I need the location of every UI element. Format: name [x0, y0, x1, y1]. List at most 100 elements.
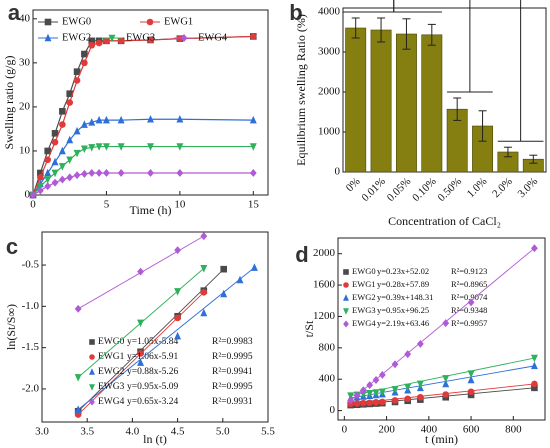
x-tick-label: 0 — [342, 424, 348, 436]
marker — [44, 33, 52, 42]
bar — [421, 34, 443, 173]
series-line — [32, 35, 254, 196]
marker — [73, 126, 81, 135]
marker — [174, 314, 181, 322]
marker — [95, 115, 103, 124]
marker — [51, 138, 59, 146]
y-tick-label: 30 — [19, 56, 31, 68]
x-axis-title: t (min) — [425, 432, 458, 446]
panel-letter: d — [295, 242, 308, 267]
marker — [147, 115, 154, 123]
x-tick-label: 5.5 — [261, 426, 275, 438]
y-tick-label: 0 — [335, 166, 341, 178]
x-tick-label: 3.0 — [35, 426, 49, 438]
x-tick-label: 0 — [30, 199, 36, 211]
marker — [467, 388, 475, 396]
marker — [44, 176, 52, 184]
legend-r2: R²=0.9931 — [212, 397, 253, 407]
legend-fit: y=1.06x-5.91 — [127, 352, 179, 362]
x-tick-label: 10 — [174, 199, 186, 211]
fit-line — [77, 267, 255, 410]
marker — [137, 319, 145, 328]
legend-label: EWG3 — [352, 305, 376, 315]
marker — [176, 143, 184, 151]
legend-r2: R²=0.9995 — [212, 382, 253, 392]
marker — [391, 386, 399, 394]
legend-r2: R²=0.9348 — [451, 305, 487, 315]
marker — [117, 115, 125, 124]
plot-frame — [342, 7, 547, 173]
bracket — [393, 0, 522, 142]
y-tick-label: 1600 — [313, 279, 336, 291]
marker — [36, 186, 44, 195]
marker — [74, 374, 82, 382]
series-line — [32, 35, 254, 196]
marker — [442, 319, 450, 328]
marker — [95, 169, 103, 177]
legend-label: EWG0 — [98, 337, 125, 347]
x-tick-label: 1.0% — [465, 175, 490, 200]
marker — [467, 370, 475, 378]
x-tick-label: 0.10% — [410, 175, 439, 204]
marker — [200, 289, 208, 296]
y-axis-title: Equilibrium swelling Ratio (%) — [294, 14, 308, 166]
marker — [176, 169, 184, 177]
x-tick-label: 400 — [421, 424, 438, 436]
marker — [353, 400, 361, 407]
x-tick-label: 0.05% — [385, 175, 414, 204]
marker — [74, 304, 82, 313]
marker — [467, 298, 475, 307]
marker — [531, 244, 538, 253]
legend-label: EWG4 — [198, 32, 228, 43]
marker — [176, 115, 184, 123]
marker — [147, 36, 154, 44]
marker — [220, 265, 228, 273]
y-axis-title: t/St — [302, 320, 316, 337]
marker — [102, 115, 110, 124]
y-tick-label: -1.0 — [22, 300, 40, 312]
marker — [379, 398, 386, 406]
marker — [417, 393, 424, 401]
legend-label: EWG2 — [352, 292, 376, 302]
marker — [250, 33, 257, 40]
marker — [88, 144, 96, 152]
marker — [66, 135, 74, 144]
marker — [404, 350, 412, 359]
x-tick-label: 15 — [248, 199, 260, 211]
x-tick-label: 0% — [344, 175, 363, 194]
marker — [200, 232, 208, 241]
y-tick-label: 2000 — [313, 247, 336, 259]
marker — [359, 386, 367, 395]
marker — [29, 191, 37, 199]
marker — [531, 380, 538, 388]
marker — [180, 34, 188, 42]
marker — [89, 354, 95, 360]
marker — [102, 143, 110, 151]
legend-label: EWG4 — [352, 318, 376, 328]
bar — [345, 27, 367, 173]
y-tick-label: 4000 — [318, 6, 341, 18]
legend-fit: y=0.28x+57.89 — [377, 279, 429, 289]
marker — [88, 41, 96, 49]
marker — [73, 171, 81, 180]
marker — [442, 375, 450, 383]
marker — [249, 169, 257, 177]
marker — [378, 388, 386, 396]
marker — [442, 379, 450, 388]
marker — [343, 308, 349, 315]
marker — [372, 389, 380, 397]
marker — [378, 370, 386, 379]
marker — [391, 397, 399, 404]
legend-fit: y=0.65x-3.24 — [127, 397, 179, 407]
marker — [95, 39, 103, 47]
marker — [117, 143, 125, 151]
legend-fit: y=2.19x+63.46 — [377, 318, 429, 328]
marker — [146, 18, 154, 26]
marker — [89, 368, 95, 375]
series-line — [32, 172, 254, 196]
marker — [88, 169, 96, 177]
legend-fit: y=0.95x-5.09 — [127, 382, 179, 392]
panel-letter: a — [8, 0, 21, 25]
marker — [51, 178, 59, 187]
marker — [89, 384, 95, 391]
